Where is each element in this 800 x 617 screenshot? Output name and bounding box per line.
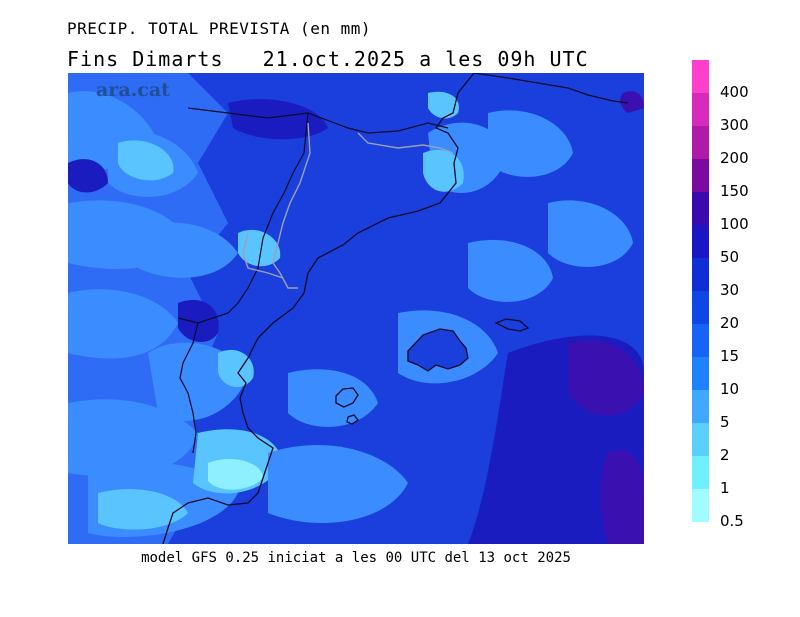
country-border	[187, 107, 449, 134]
model-caption: model GFS 0.25 iniciat a les 00 UTC del …	[141, 550, 571, 566]
coastline	[162, 73, 475, 544]
precip-region	[288, 369, 378, 427]
precip-region	[488, 110, 573, 177]
precipitation-map	[68, 73, 644, 544]
legend-label: 400	[720, 83, 749, 101]
precip-region	[600, 449, 644, 544]
legend-swatch	[692, 489, 709, 522]
precip-region	[118, 140, 174, 181]
precip-region	[620, 91, 644, 113]
legend-swatch	[692, 225, 709, 258]
legend-swatch	[692, 126, 709, 159]
legend-swatch	[692, 456, 709, 489]
legend-swatch	[692, 93, 709, 126]
island-mallorca	[407, 328, 469, 372]
legend-swatch	[692, 60, 709, 93]
watermark-logo: ara.cat	[96, 79, 170, 101]
legend-label: 5	[720, 413, 730, 431]
precip-region	[238, 229, 281, 267]
legend-label: 0.5	[720, 512, 744, 530]
legend-swatch	[692, 324, 709, 357]
regional-border	[272, 122, 311, 289]
precip-region	[128, 222, 238, 278]
precip-region	[208, 458, 263, 490]
precip-region	[468, 239, 553, 302]
legend-swatch	[692, 357, 709, 390]
map-subtitle: Fins Dimarts 21.oct.2025 a les 09h UTC	[67, 47, 589, 71]
legend-label: 50	[720, 248, 740, 266]
legend-label: 30	[720, 281, 740, 299]
precip-region	[423, 149, 464, 192]
precip-region	[68, 289, 178, 359]
regional-border	[357, 132, 454, 154]
regional-border	[242, 232, 284, 279]
precip-region	[218, 349, 254, 388]
legend-label: 100	[720, 215, 749, 233]
island-menorca	[494, 318, 530, 332]
precip-region	[578, 349, 622, 381]
country-border	[473, 73, 629, 104]
map-title: PRECIP. TOTAL PREVISTA (en mm)	[67, 19, 371, 38]
legend-label: 2	[720, 446, 730, 464]
country-border	[179, 322, 199, 454]
legend-label: 20	[720, 314, 740, 332]
legend-label: 10	[720, 380, 740, 398]
legend-swatch	[692, 390, 709, 423]
legend-label: 200	[720, 149, 749, 167]
legend-swatch	[692, 258, 709, 291]
country-border	[177, 112, 309, 324]
precip-region	[68, 399, 198, 477]
precip-region	[98, 489, 188, 530]
legend-swatch	[692, 291, 709, 324]
precip-region	[548, 200, 633, 267]
island-formentera	[346, 414, 359, 425]
legend-label: 15	[720, 347, 740, 365]
legend-label: 150	[720, 182, 749, 200]
precip-region	[68, 159, 108, 193]
legend-label: 300	[720, 116, 749, 134]
island-ibiza	[335, 387, 359, 408]
legend-label: 1	[720, 479, 730, 497]
precip-region	[428, 91, 459, 119]
legend-swatch	[692, 192, 709, 225]
precip-region	[178, 299, 219, 343]
precip-region	[268, 444, 408, 523]
legend-swatch	[692, 159, 709, 192]
legend-swatch	[692, 423, 709, 456]
precip-region	[228, 99, 328, 140]
